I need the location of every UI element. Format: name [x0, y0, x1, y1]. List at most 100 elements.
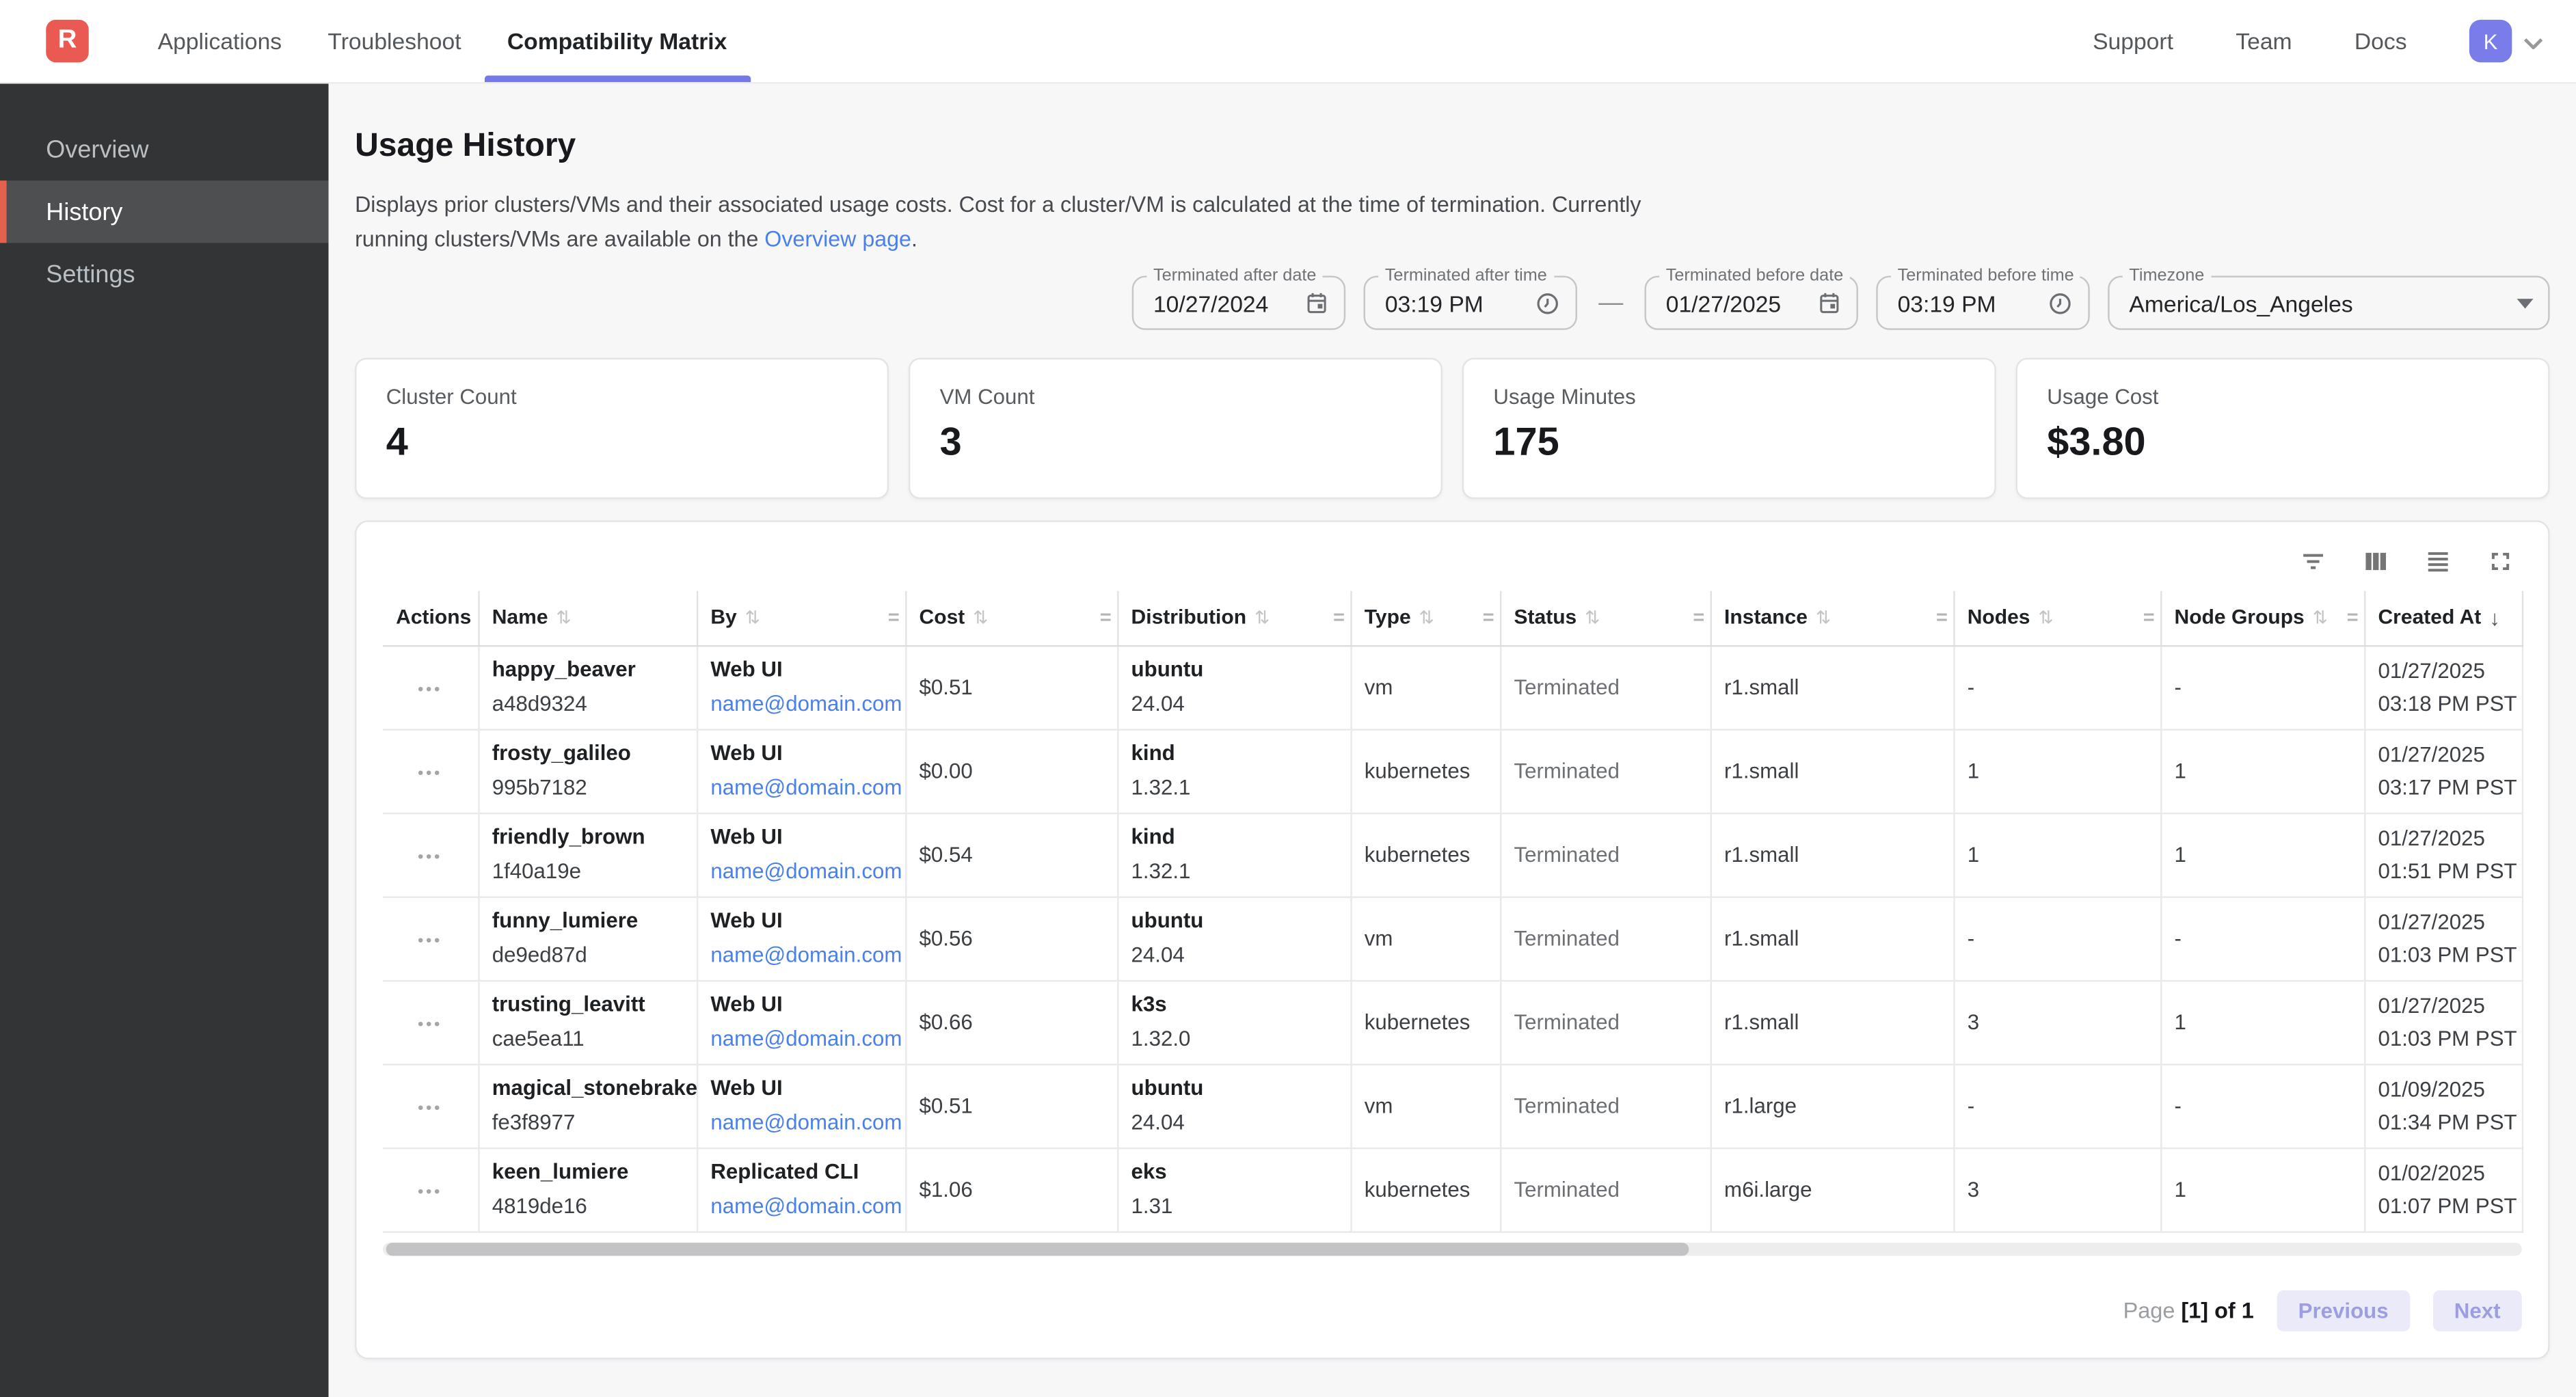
sidebar-item-settings[interactable]: Settings [0, 243, 329, 305]
column-header-instance[interactable]: Instance⇅= [1710, 591, 1954, 645]
instance-value: m6i.large [1724, 1177, 1812, 1202]
terminated-after-time-field[interactable]: Terminated after time 03:19 PM [1364, 276, 1577, 330]
column-header-name[interactable]: Name⇅ [478, 591, 697, 645]
column-header-nodes[interactable]: Nodes⇅= [1953, 591, 2160, 645]
created-by-email-link[interactable]: name@domain.com [710, 1022, 891, 1055]
distribution-name: kind [1131, 737, 1337, 770]
sidebar-item-history[interactable]: History [0, 180, 329, 243]
horizontal-scrollbar-thumb[interactable] [386, 1242, 1689, 1255]
table-row: •••happy_beavera48d9324Web UIname@domain… [383, 645, 2522, 729]
cluster-name: magical_stonebraker [492, 1072, 683, 1104]
calendar-icon[interactable] [1304, 290, 1329, 315]
sort-desc-icon[interactable]: ↓ [2489, 606, 2500, 630]
cost-value: $0.51 [920, 675, 973, 699]
nodes-value: 1 [1968, 759, 1979, 783]
horizontal-scrollbar-track[interactable] [383, 1242, 2522, 1255]
row-actions-button[interactable]: ••• [418, 765, 442, 783]
terminated-before-date-field[interactable]: Terminated before date 01/27/2025 [1645, 276, 1858, 330]
sort-icon[interactable]: ⇅ [1816, 607, 1831, 628]
sort-icon[interactable]: ⇅ [2039, 607, 2054, 628]
cell-type: kubernetes [1350, 813, 1500, 896]
column-header-node-groups[interactable]: Node Groups⇅= [2160, 591, 2364, 645]
column-header-distribution[interactable]: Distribution⇅= [1117, 591, 1350, 645]
row-actions-button[interactable]: ••• [418, 1016, 442, 1034]
account-menu[interactable]: K [2469, 20, 2543, 62]
column-header-by[interactable]: By⇅= [697, 591, 905, 645]
column-resize-handle[interactable]: = [888, 606, 900, 629]
replicated-logo[interactable]: R [46, 20, 88, 62]
column-resize-handle[interactable]: = [1483, 606, 1494, 629]
overview-page-link[interactable]: Overview page [764, 226, 911, 251]
row-actions-button[interactable]: ••• [418, 1100, 442, 1117]
node-groups-value: 1 [2175, 842, 2186, 867]
cell-cost: $1.06 [905, 1148, 1117, 1231]
created-by-email-link[interactable]: name@domain.com [710, 772, 891, 804]
timezone-select[interactable]: Timezone America/Los_Angeles [2108, 276, 2549, 330]
cell-name: trusting_leavittcae5ea11 [478, 980, 697, 1063]
cell-by: Web UIname@domain.com [697, 896, 905, 979]
fullscreen-button[interactable] [2486, 547, 2515, 576]
row-actions-button[interactable]: ••• [418, 681, 442, 699]
sort-icon[interactable]: ⇅ [973, 607, 988, 628]
row-actions-button[interactable]: ••• [418, 849, 442, 867]
column-resize-handle[interactable]: = [1333, 606, 1345, 629]
cell-node_groups: - [2160, 645, 2364, 729]
page-indicator: Page [1] of 1 [2123, 1298, 2254, 1323]
nav-tab-label: Troubleshoot [327, 28, 461, 54]
cell-created_at: 01/02/202501:07 PM PST [2364, 1148, 2522, 1231]
nav-link-docs[interactable]: Docs [2354, 28, 2407, 54]
column-label: Type [1365, 606, 1411, 629]
row-actions-button[interactable]: ••• [418, 1184, 442, 1202]
nav-tab-applications[interactable]: Applications [135, 0, 305, 82]
cell-created_at: 01/27/202501:03 PM PST [2364, 896, 2522, 979]
cell-created_at: 01/27/202503:18 PM PST [2364, 645, 2522, 729]
terminated-before-time-field[interactable]: Terminated before time 03:19 PM [1876, 276, 2089, 330]
previous-button[interactable]: Previous [2277, 1290, 2409, 1331]
clock-icon[interactable] [2047, 290, 2073, 316]
sidebar-item-overview[interactable]: Overview [0, 118, 329, 180]
density-button[interactable] [2424, 547, 2453, 576]
column-resize-handle[interactable]: = [1693, 606, 1704, 629]
column-resize-handle[interactable]: = [1100, 606, 1112, 629]
next-button[interactable]: Next [2433, 1290, 2522, 1331]
terminated-after-date-field[interactable]: Terminated after date 10/27/2024 [1132, 276, 1345, 330]
column-header-inner: By⇅ [710, 606, 891, 629]
sort-icon[interactable]: ⇅ [745, 607, 760, 628]
nav-tab-troubleshoot[interactable]: Troubleshoot [305, 0, 484, 82]
sort-icon[interactable]: ⇅ [1419, 607, 1434, 628]
sort-icon[interactable]: ⇅ [1255, 607, 1270, 628]
column-resize-handle[interactable]: = [1936, 606, 1948, 629]
filter-button[interactable] [2298, 547, 2328, 576]
column-resize-handle[interactable]: = [2347, 606, 2359, 629]
cell-instance: r1.small [1710, 980, 1954, 1063]
created-date: 01/27/2025 [2378, 654, 2508, 687]
distribution-version: 1.32.1 [1131, 772, 1337, 804]
created-by-email-link[interactable]: name@domain.com [710, 855, 891, 888]
avatar[interactable]: K [2469, 20, 2512, 62]
table-row: •••frosty_galileo995b7182Web UIname@doma… [383, 729, 2522, 812]
sidebar-item-label: Settings [46, 260, 135, 288]
column-resize-handle[interactable]: = [2143, 606, 2155, 629]
clock-icon[interactable] [1534, 290, 1560, 316]
created-by-email-link[interactable]: name@domain.com [710, 939, 891, 972]
column-header-created-at[interactable]: Created At↓ [2364, 591, 2522, 645]
nav-tab-compatibility-matrix[interactable]: Compatibility Matrix [484, 0, 750, 82]
column-header-type[interactable]: Type ⇅ = [1350, 591, 1500, 645]
sort-icon[interactable]: ⇅ [556, 607, 572, 628]
columns-button[interactable] [2361, 547, 2390, 576]
nav-link-support[interactable]: Support [2093, 28, 2173, 54]
nav-link-team[interactable]: Team [2236, 28, 2292, 54]
created-by-email-link[interactable]: name@domain.com [710, 688, 891, 720]
column-header-actions[interactable]: Actions [383, 591, 478, 645]
created-by-source: Web UI [710, 737, 891, 770]
column-header-cost[interactable]: Cost⇅= [905, 591, 1117, 645]
cell-name: keen_lumiere4819de16 [478, 1148, 697, 1231]
cell-cost: $0.66 [905, 980, 1117, 1063]
sort-icon[interactable]: ⇅ [2313, 607, 2328, 628]
column-header-status[interactable]: Status⇅= [1500, 591, 1710, 645]
created-by-email-link[interactable]: name@domain.com [710, 1190, 891, 1223]
sort-icon[interactable]: ⇅ [1585, 607, 1600, 628]
row-actions-button[interactable]: ••• [418, 932, 442, 950]
created-by-email-link[interactable]: name@domain.com [710, 1107, 891, 1139]
calendar-icon[interactable] [1817, 290, 1842, 315]
